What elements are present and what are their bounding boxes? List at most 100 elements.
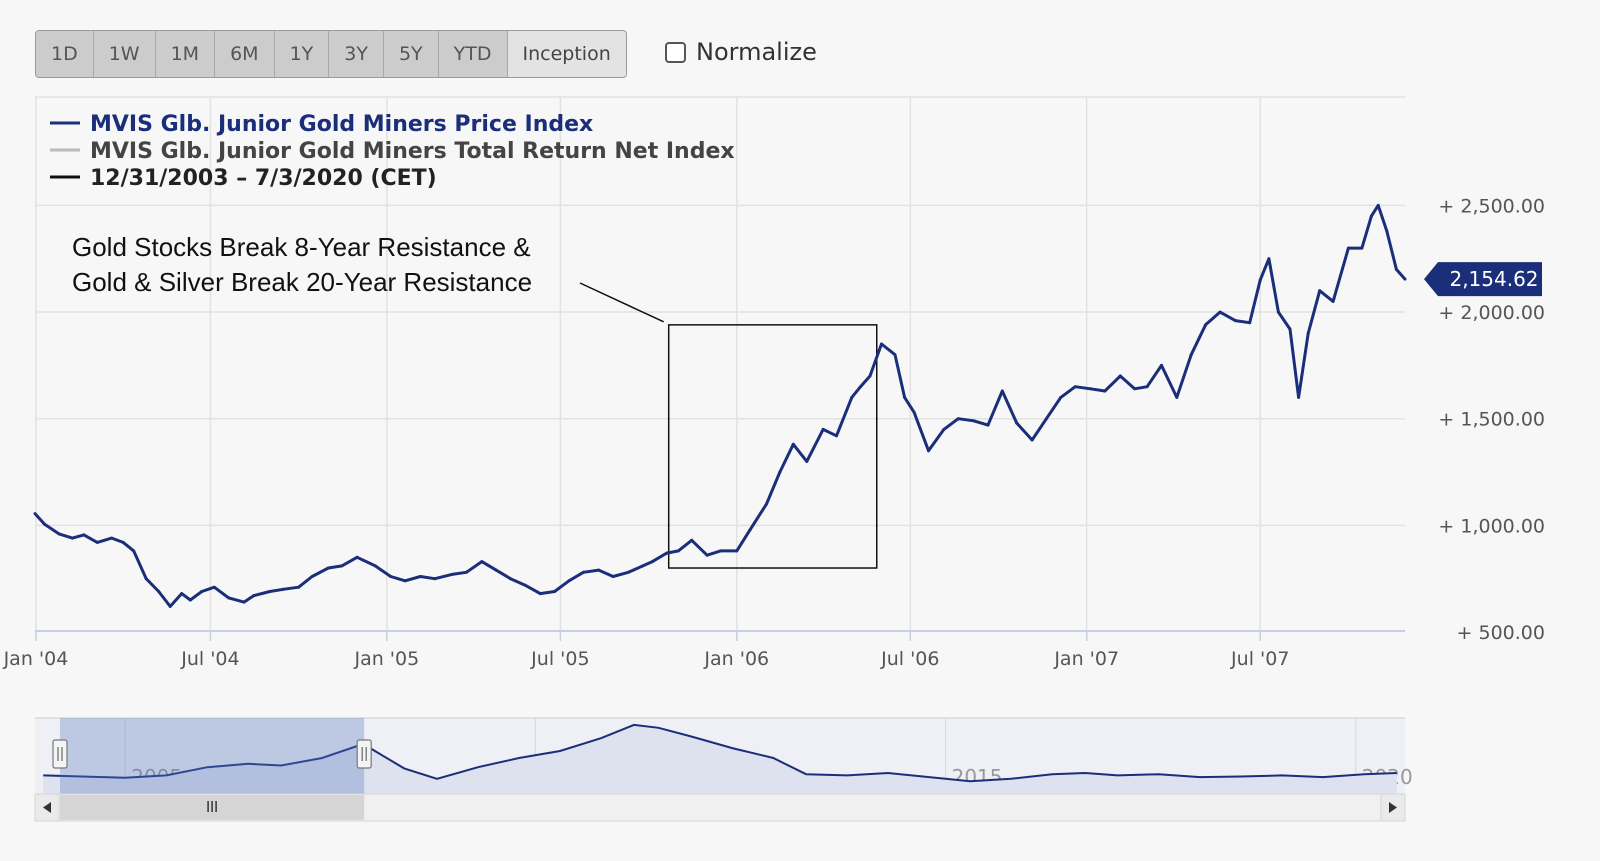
x-tick-label: Jul '04 (180, 648, 239, 670)
series-point (1297, 395, 1301, 399)
series-point (912, 410, 916, 414)
series-point (1218, 310, 1222, 314)
range-button-3y[interactable]: 3Y (329, 31, 384, 77)
series-point (567, 579, 571, 583)
normalize-toggle[interactable]: Normalize (665, 38, 817, 66)
series-point (212, 585, 216, 589)
series-point (1189, 353, 1193, 357)
series-point (1089, 387, 1092, 391)
series-point (650, 560, 654, 564)
series-point (355, 555, 359, 559)
series-point (1133, 387, 1137, 391)
series-point (880, 342, 883, 346)
x-tick-label: Jul '06 (880, 648, 939, 670)
series-point (450, 572, 454, 576)
series-point (765, 502, 768, 506)
series-point (144, 577, 148, 581)
legend-item-price-index[interactable]: MVIS Glb. Junior Gold Miners Price Index (90, 112, 593, 137)
normalize-checkbox[interactable] (665, 41, 686, 63)
handle-grip-icon[interactable] (52, 739, 68, 769)
navigator-handle-left[interactable] (52, 739, 68, 769)
series-point (1059, 395, 1063, 399)
series-point (95, 540, 99, 544)
series-point (1318, 289, 1322, 293)
series-point (611, 575, 615, 578)
series-point (893, 353, 897, 357)
series-point (1385, 229, 1389, 233)
range-button-5y[interactable]: 5Y (383, 31, 439, 77)
series-point (719, 549, 722, 553)
legend-item-total-return[interactable]: MVIS Glb. Junior Gold Miners Total Retur… (90, 139, 735, 164)
series-point (1331, 299, 1335, 303)
series-point (626, 570, 630, 574)
series-point (1369, 214, 1373, 218)
x-tick-label: Jul '05 (530, 648, 589, 670)
handle-grip-icon[interactable] (356, 739, 372, 769)
series-point (868, 374, 872, 378)
series-point (418, 575, 422, 578)
series-point (200, 590, 204, 593)
series-point (1160, 363, 1163, 367)
y-axis: + 500.00 + 1,000.00 + 1,500.00 + 2,000.00 + … (1438, 195, 1545, 644)
series-point (121, 540, 125, 544)
series-point (538, 592, 542, 596)
y-tick-label: + 1,000.00 (1438, 515, 1545, 537)
x-axis: Jan '04 Jul '04 Jan '05 Jul '05 Jan '06 Jul '… (3, 630, 1405, 670)
series-point (821, 427, 825, 431)
annotation-line-2: Gold & Silver Break 20-Year Resistance (72, 267, 532, 297)
last-value-badge (1424, 262, 1542, 297)
series-point (597, 568, 601, 572)
navigator-selection[interactable] (60, 718, 365, 794)
range-button-1y[interactable]: 1Y (274, 31, 330, 77)
x-tick-label: Jan '06 (703, 648, 769, 670)
series-point (70, 536, 74, 540)
series-point (43, 522, 47, 526)
series-point (494, 568, 498, 572)
series-point (297, 585, 301, 589)
range-button-1d[interactable]: 1D (36, 31, 94, 77)
y-tick-label: + 500.00 (1457, 622, 1545, 644)
navigator-series-area (43, 724, 1397, 794)
x-tick-label: Jan '07 (1053, 648, 1119, 670)
series-points (33, 203, 1407, 608)
series-point (1306, 331, 1310, 335)
series-point (665, 551, 669, 555)
series-point (1015, 421, 1019, 425)
series-point (735, 549, 739, 553)
series-point (242, 600, 246, 604)
range-button-ytd[interactable]: YTD (438, 31, 508, 77)
series-point (110, 536, 114, 540)
series-point (805, 459, 809, 463)
chart-grid (35, 96, 1405, 631)
range-button-1w[interactable]: 1W (93, 31, 156, 77)
range-button-6m[interactable]: 6M (215, 31, 275, 77)
series-point (33, 512, 37, 516)
series-point (1394, 267, 1398, 271)
legend-item-date-range: 12/31/2003 – 7/3/2020 (CET) (90, 166, 437, 191)
series-point (464, 570, 468, 574)
y-tick-label: + 1,500.00 (1438, 409, 1545, 431)
series-point (1267, 257, 1271, 261)
chevron-right-icon (1389, 802, 1397, 813)
series-point (310, 575, 314, 578)
series-point (1118, 374, 1122, 378)
navigator-scrollbar[interactable] (34, 793, 1406, 822)
series-point (903, 395, 907, 399)
y-tick-label: + 2,000.00 (1438, 302, 1545, 324)
series-point (986, 423, 990, 427)
series-point (403, 579, 407, 583)
series-point (168, 604, 172, 608)
series-point (281, 587, 285, 591)
navigator[interactable]: 2005201020152020 (35, 717, 1413, 794)
series-point (778, 470, 782, 474)
series-point (1000, 389, 1004, 393)
navigator-handle-right[interactable] (356, 739, 372, 769)
series-point (850, 395, 854, 399)
normalize-label: Normalize (696, 38, 817, 66)
series-point (835, 434, 838, 438)
range-button-1m[interactable]: 1M (155, 31, 216, 77)
series-point (227, 596, 231, 600)
range-button-inception[interactable]: Inception (507, 31, 626, 77)
series-point (1030, 438, 1034, 442)
